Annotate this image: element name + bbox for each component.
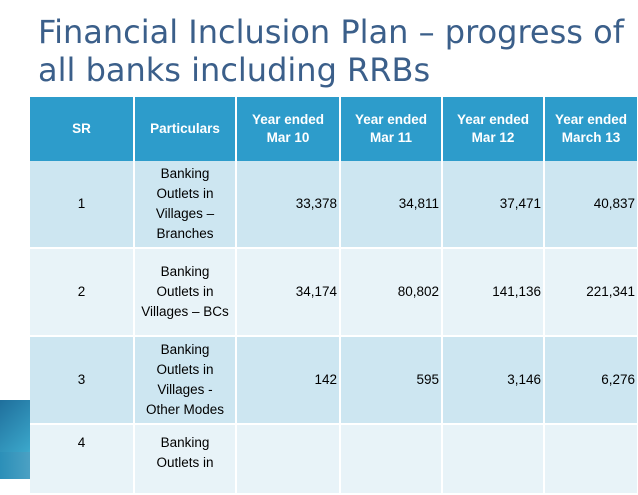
cell-particulars: Banking Outlets in Villages – Branches	[134, 161, 237, 249]
table-row: 4 Banking Outlets in	[30, 424, 638, 495]
cell-value: 6,276	[544, 336, 638, 425]
cell-value: 595	[340, 336, 443, 425]
cell-particulars: Banking Outlets in	[134, 424, 237, 495]
cell-sr: 1	[30, 161, 135, 249]
column-header-sr: SR	[30, 97, 135, 161]
cell-value: 142	[236, 336, 341, 425]
financial-inclusion-table: SR Particulars Year ended Mar 10 Year en…	[30, 97, 638, 495]
column-header-mar10: Year ended Mar 10	[236, 97, 341, 161]
cell-value: 141,136	[442, 248, 545, 337]
cell-value	[340, 424, 443, 495]
table-row: 2 Banking Outlets in Villages – BCs 34,1…	[30, 248, 638, 337]
cell-value	[442, 424, 545, 495]
cell-value: 3,146	[442, 336, 545, 425]
column-header-mar11: Year ended Mar 11	[340, 97, 443, 161]
cell-particulars: Banking Outlets in Villages – BCs	[134, 248, 237, 337]
column-header-mar13: Year ended March 13	[544, 97, 638, 161]
cell-value: 40,837	[544, 161, 638, 249]
cell-sr: 4	[30, 424, 135, 495]
slide-title: Financial Inclusion Plan – progress of a…	[38, 13, 624, 89]
cell-sr: 3	[30, 336, 135, 425]
cell-sr: 2	[30, 248, 135, 337]
cell-value: 221,341	[544, 248, 638, 337]
table-row: 1 Banking Outlets in Villages – Branches…	[30, 161, 638, 249]
cell-value: 34,174	[236, 248, 341, 337]
cell-particulars: Banking Outlets in Villages - Other Mode…	[134, 336, 237, 425]
column-header-particulars: Particulars	[134, 97, 237, 161]
table-row: 3 Banking Outlets in Villages - Other Mo…	[30, 336, 638, 425]
cell-value	[236, 424, 341, 495]
cell-value	[544, 424, 638, 495]
cell-value: 34,811	[340, 161, 443, 249]
cell-value: 80,802	[340, 248, 443, 337]
cell-value: 33,378	[236, 161, 341, 249]
table-header-row: SR Particulars Year ended Mar 10 Year en…	[30, 97, 638, 161]
cell-value: 37,471	[442, 161, 545, 249]
column-header-mar12: Year ended Mar 12	[442, 97, 545, 161]
